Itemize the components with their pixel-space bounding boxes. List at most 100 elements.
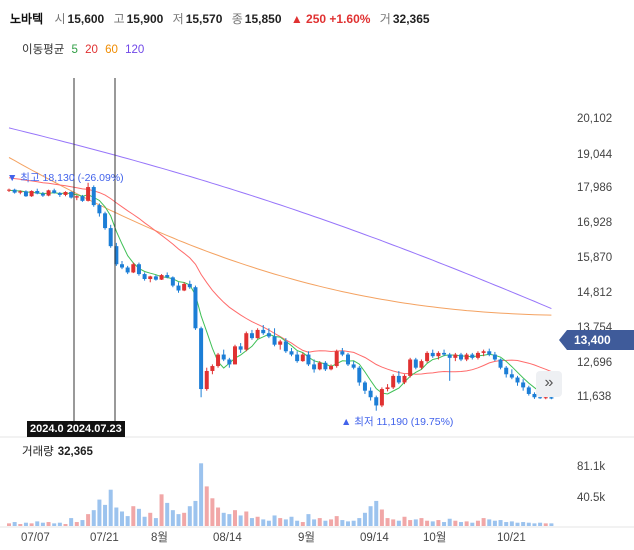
high-value: 15,900 [126, 12, 164, 26]
candle-body [97, 205, 102, 214]
volume-bar [408, 520, 413, 526]
candle-body [368, 390, 373, 398]
volume-bar [442, 522, 447, 526]
candle-body [182, 283, 187, 291]
candle-body [136, 264, 141, 275]
candle-body [357, 367, 362, 383]
close-label: 종 [231, 12, 243, 26]
x-tick-label: 07/21 [90, 532, 119, 544]
volume-bar [23, 522, 28, 526]
volume-bar [329, 519, 334, 526]
volume-bar [142, 516, 147, 526]
volume-bar [351, 520, 356, 526]
candle-body [7, 189, 11, 191]
volume-bar [487, 519, 492, 526]
volume-bar [29, 523, 34, 526]
volume-bar [193, 500, 198, 526]
candle-body [187, 283, 192, 288]
candle-body [470, 354, 475, 358]
x-tick-label: 9월 [298, 531, 315, 544]
volume-bar [153, 518, 158, 526]
volume-panel-label: 거래량 32,365 [22, 443, 93, 459]
volume-bar [136, 508, 141, 526]
price-tick-label: 17,986 [577, 182, 612, 194]
volume-bar [498, 520, 503, 526]
volume-bar [283, 519, 288, 526]
candle-body [283, 341, 288, 352]
volume-bar [261, 519, 266, 526]
candle-body [266, 333, 271, 337]
candle-body [430, 352, 435, 357]
volume-bar [300, 522, 305, 526]
x-tick-label: 10월 [423, 531, 446, 544]
candle-body [295, 354, 300, 362]
candle-body [509, 374, 514, 378]
price-tick-label: 16,928 [577, 217, 612, 229]
volume-tick-label: 81.1k [577, 461, 605, 473]
volume-tick-label: 40.5k [577, 492, 605, 504]
volume-bar [266, 520, 271, 526]
volume-label: 거 [379, 12, 391, 26]
open-label: 시 [54, 12, 66, 26]
volume-bar [334, 516, 339, 526]
volume-bar [227, 514, 232, 526]
price-summary: 노바텍 시 15,600 고 15,900 저 15,570 종 15,850 ▲ 25… [10, 10, 436, 27]
moving-average-legend: 이동평균 5 20 60 120 [22, 41, 148, 57]
volume-bar [272, 515, 277, 526]
ma-legend-20[interactable]: 20 [85, 44, 98, 56]
close-value: 15,850 [244, 12, 282, 26]
volume-bar [357, 518, 362, 526]
candle-body [323, 362, 328, 370]
high-annotation: ▼ 최고 18,130 (-26.09%) [7, 172, 124, 184]
candle-body [91, 187, 96, 206]
candle-body [408, 359, 413, 376]
candle-body [29, 190, 34, 197]
volume-bar [216, 507, 221, 526]
volume-bar [425, 520, 430, 526]
volume-bar [323, 520, 328, 526]
volume-bar [244, 511, 249, 526]
candle-body [521, 382, 526, 388]
candle-body [329, 366, 334, 370]
candle-body [549, 397, 554, 399]
candle-body [227, 359, 232, 365]
candle-body [86, 187, 91, 201]
chart-header: 노바텍 시 15,600 고 15,900 저 15,570 종 15,850 ▲ 25… [0, 0, 634, 70]
candle-body [278, 341, 283, 345]
candle-body [35, 190, 40, 194]
candle-body [69, 191, 74, 198]
candle-body [114, 246, 119, 265]
volume-bar [35, 521, 40, 526]
volume-bar [91, 510, 96, 526]
x-tick-label: 8월 [151, 531, 168, 544]
volume-bar [526, 522, 531, 526]
volume-bar [317, 518, 322, 526]
candle-body [176, 285, 181, 291]
volume-bar [40, 522, 45, 526]
candle-body [272, 336, 277, 345]
volume-bar [69, 518, 74, 526]
candle-body [23, 191, 28, 197]
ma-legend-5[interactable]: 5 [71, 44, 78, 56]
volume-bar [436, 520, 441, 526]
volume-bar [538, 522, 543, 526]
volume-bar [532, 523, 537, 526]
high-label: 고 [113, 12, 125, 26]
candle-body [74, 196, 79, 198]
volume-bar [125, 516, 130, 526]
candle-body [532, 393, 537, 398]
candle-body [210, 366, 215, 371]
volume-bar [362, 512, 367, 526]
candle-body [103, 213, 108, 229]
candle-body [233, 346, 237, 365]
volume-bar [543, 523, 548, 526]
ma-legend-120[interactable]: 120 [125, 44, 145, 56]
candle-body [300, 354, 305, 362]
candle-body [442, 352, 447, 355]
volume-bar [86, 514, 91, 526]
scroll-latest-button[interactable]: » [536, 371, 562, 397]
price-tick-label: 11,638 [577, 391, 611, 403]
volume-bar [187, 506, 192, 526]
ma-legend-60[interactable]: 60 [105, 44, 118, 56]
